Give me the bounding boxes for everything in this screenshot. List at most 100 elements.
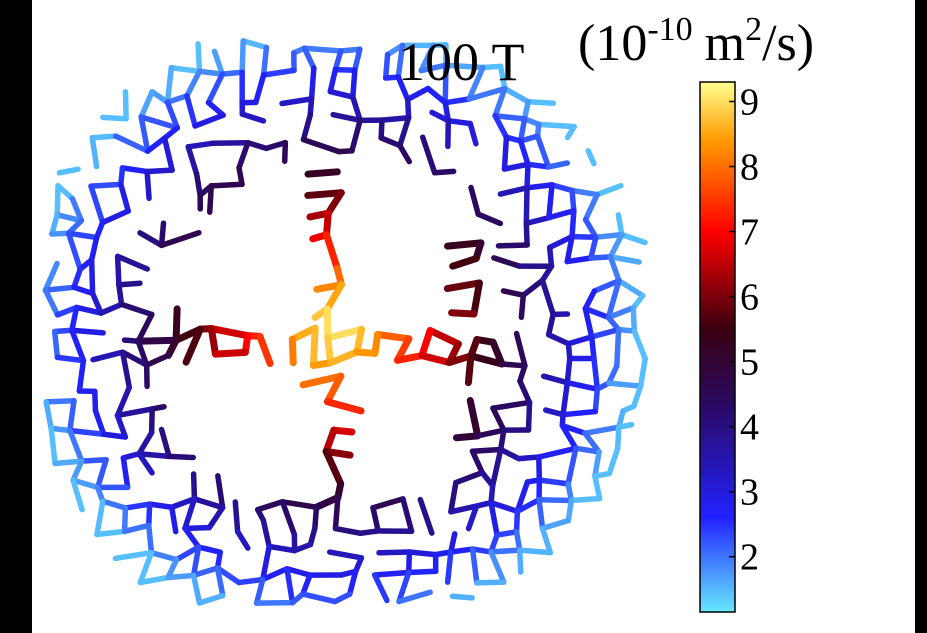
- network-edge: [95, 391, 96, 410]
- network-edge: [357, 352, 375, 353]
- units-exponent: -10: [647, 11, 692, 48]
- network-edge: [571, 499, 599, 501]
- network-edge: [519, 457, 539, 459]
- colorbar-tick-label: 5: [740, 342, 759, 384]
- network-edge: [567, 358, 569, 382]
- network-edge: [212, 143, 248, 144]
- network-edge: [138, 340, 176, 341]
- network-edge: [198, 44, 199, 71]
- network-edge: [521, 295, 523, 317]
- network-edge: [529, 402, 530, 430]
- network-edge: [539, 500, 571, 501]
- network-edge: [435, 171, 454, 172]
- network-edge: [563, 412, 595, 415]
- colorbar-tick-label: 8: [740, 147, 759, 189]
- network-edge: [609, 383, 641, 386]
- network-edge: [169, 456, 193, 457]
- network-edge: [57, 357, 83, 360]
- network-edge: [118, 256, 119, 284]
- network-edge: [548, 163, 567, 167]
- network-edge: [185, 528, 209, 529]
- network-edge: [194, 474, 195, 499]
- network-edge: [378, 334, 409, 338]
- network-edge: [477, 582, 504, 583]
- network-edge: [285, 143, 286, 162]
- network-edge: [92, 260, 93, 294]
- network-edge: [70, 430, 104, 434]
- network-edge: [176, 309, 177, 340]
- title: 100 T: [398, 32, 525, 92]
- network-edge: [222, 72, 242, 74]
- figure: 100 T (10-10m2/s) 23456789: [0, 0, 927, 633]
- colorbar: [700, 82, 735, 612]
- network-edge: [147, 172, 149, 199]
- network-edge: [315, 507, 317, 528]
- network-edge: [312, 68, 314, 99]
- network-edge: [119, 285, 122, 305]
- network-edge: [386, 55, 388, 79]
- network-edge: [501, 430, 504, 449]
- network-edge: [539, 500, 542, 529]
- network-edge: [82, 460, 106, 461]
- colorbar-tick-label: 4: [740, 407, 759, 449]
- network-edge: [526, 188, 527, 224]
- units-power: 2: [745, 11, 762, 48]
- network-edge: [119, 283, 140, 285]
- network-edge: [572, 191, 574, 211]
- network-edge: [452, 313, 474, 314]
- network-edge: [210, 186, 212, 212]
- network-edge: [576, 448, 599, 452]
- network-edge: [539, 457, 540, 480]
- network-edge: [57, 186, 58, 215]
- network-edge: [448, 552, 451, 582]
- network-edge: [448, 243, 481, 246]
- network-edge: [502, 364, 525, 366]
- network-edge: [104, 434, 126, 437]
- network-edge: [197, 174, 200, 195]
- network-edge: [308, 172, 337, 174]
- network-edge: [618, 427, 619, 448]
- network-edge: [335, 70, 354, 71]
- network-edge: [618, 215, 621, 235]
- network-edge: [527, 185, 552, 188]
- network-edge: [528, 102, 553, 103]
- network-edge: [549, 185, 552, 218]
- network-edge: [472, 449, 500, 451]
- network-edge: [125, 508, 126, 531]
- network-edge: [452, 596, 472, 598]
- network-edge: [339, 151, 352, 152]
- network-edge: [520, 550, 551, 552]
- network-edge: [235, 502, 237, 532]
- colorbar-tick-label: 9: [740, 82, 759, 124]
- network-edge: [149, 504, 150, 525]
- network-edge: [150, 504, 172, 507]
- network-edge: [451, 549, 473, 552]
- colorbar-tick-label: 7: [740, 212, 759, 254]
- network-edge: [448, 121, 470, 124]
- network-edge: [149, 525, 152, 552]
- network-edge: [550, 248, 552, 267]
- network-edge: [200, 71, 223, 74]
- network-edge: [72, 330, 103, 333]
- network-edge: [379, 552, 409, 553]
- network-edge: [595, 389, 597, 411]
- network-edge: [122, 168, 147, 172]
- network-edge: [633, 308, 634, 331]
- network-edge: [264, 47, 267, 75]
- network-edge: [498, 245, 527, 246]
- colorbar-tick-label: 2: [740, 537, 759, 579]
- network-edge: [103, 117, 126, 118]
- network-edge: [152, 409, 153, 433]
- colorbar-tick-label: 3: [740, 472, 759, 514]
- network-edge: [92, 136, 116, 138]
- network-edge: [594, 359, 597, 390]
- network-edge: [167, 68, 171, 103]
- network-edge: [572, 237, 596, 238]
- network-edge: [147, 170, 172, 171]
- network-edge: [126, 92, 127, 119]
- network-edge: [46, 401, 74, 402]
- network-edge: [520, 550, 521, 572]
- network-edge: [526, 223, 527, 245]
- network-edge: [215, 352, 245, 354]
- network-edge: [567, 258, 591, 262]
